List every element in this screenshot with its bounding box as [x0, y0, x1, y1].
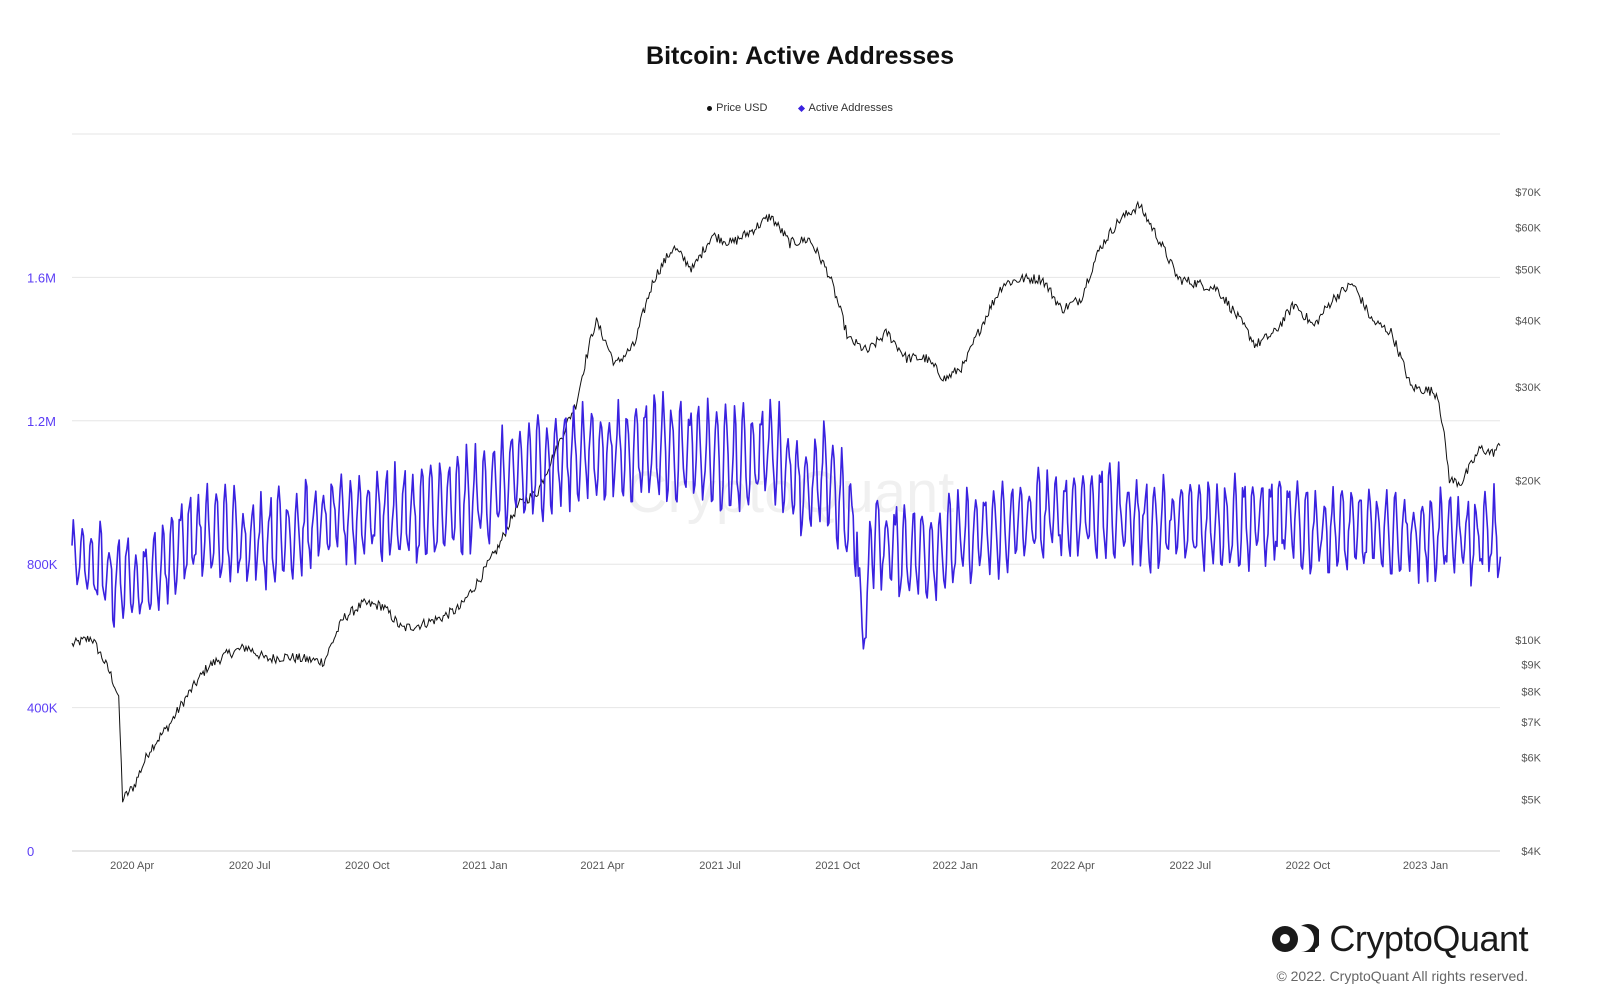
x-tick-label: 2021 Jan	[462, 860, 507, 872]
price-usd-series-line	[71, 200, 1501, 803]
legend-marker-price	[707, 105, 713, 111]
x-axis: 2020 Apr 2020 Jul 2020 Oct 2021 Jan 2021 Apr…	[110, 860, 1448, 872]
x-tick-label: 2020 Apr	[110, 860, 154, 872]
right-y-tick-label: $70K	[1515, 187, 1541, 199]
legend-label-price: Price USD	[716, 102, 768, 114]
left-y-tick-label: 1.2M	[27, 414, 56, 429]
right-y-tick-label: $30K	[1515, 382, 1541, 394]
brand-logo: CryptoQuant	[1271, 918, 1528, 960]
left-y-tick-label: 0	[27, 844, 34, 859]
x-tick-label: 2021 Oct	[815, 860, 860, 872]
legend-marker-active-addresses	[797, 104, 805, 112]
right-y-tick-label: $20K	[1515, 475, 1541, 487]
right-y-tick-label: $5K	[1521, 795, 1541, 807]
brand-name: CryptoQuant	[1329, 918, 1528, 959]
x-tick-label: 2020 Oct	[345, 860, 390, 872]
right-y-tick-label: $7K	[1521, 717, 1541, 729]
x-tick-label: 2022 Jan	[933, 860, 978, 872]
x-tick-label: 2022 Oct	[1286, 860, 1331, 872]
chart-legend: Price USD Active Addresses	[0, 102, 1600, 114]
left-y-tick-label: 1.6M	[27, 270, 56, 285]
right-y-tick-label: $40K	[1515, 316, 1541, 328]
legend-item-price[interactable]: Price USD	[707, 102, 767, 114]
x-tick-label: 2020 Jul	[229, 860, 271, 872]
right-y-axis: $4K $5K $6K $7K $8K $9K $10K $20K $30K $40K $50K $6…	[1515, 187, 1541, 858]
chart-title: Bitcoin: Active Addresses	[646, 42, 954, 70]
right-y-tick-label: $50K	[1515, 264, 1541, 276]
right-y-tick-label: $9K	[1521, 659, 1541, 671]
left-y-tick-label: 400K	[27, 701, 58, 716]
copyright-text: © 2022. CryptoQuant All rights reserved.	[1276, 968, 1528, 984]
right-y-tick-label: $60K	[1515, 222, 1541, 234]
x-tick-label: 2021 Jul	[699, 860, 741, 872]
legend-label-active-addresses: Active Addresses	[808, 102, 893, 114]
active-addresses-series-line	[71, 390, 1502, 650]
right-y-tick-label: $6K	[1521, 753, 1541, 765]
x-tick-label: 2023 Jan	[1403, 860, 1448, 872]
watermark-text: CryptoQuant	[626, 460, 955, 525]
left-y-axis: 0 400K 800K 1.2M 1.6M	[27, 270, 58, 859]
right-y-tick-label: $8K	[1521, 686, 1541, 698]
x-tick-label: 2022 Apr	[1051, 860, 1095, 872]
x-tick-label: 2021 Apr	[580, 860, 624, 872]
right-y-tick-label: $10K	[1515, 635, 1541, 647]
cryptoquant-logo-icon	[1272, 924, 1320, 952]
legend-item-active-addresses[interactable]: Active Addresses	[797, 102, 893, 114]
left-y-tick-label: 800K	[27, 557, 58, 572]
right-y-tick-label: $4K	[1521, 846, 1541, 858]
x-tick-label: 2022 Jul	[1170, 860, 1212, 872]
